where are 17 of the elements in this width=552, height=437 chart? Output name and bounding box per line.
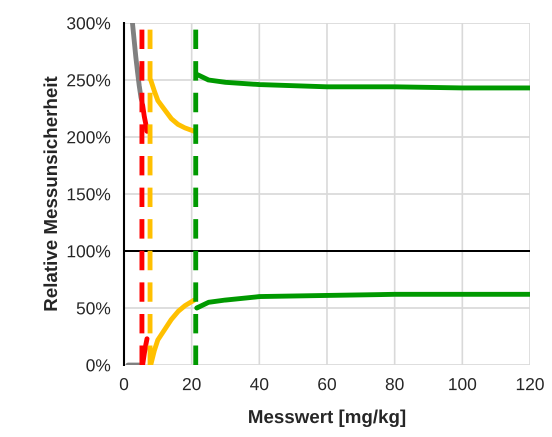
y-tick-label: 250% (67, 74, 110, 86)
y-tick-label: 100% (68, 245, 110, 258)
line-series (194, 292, 530, 310)
y-tick-label: 50% (76, 302, 110, 314)
y-tick-label: 0% (86, 359, 110, 372)
y-tick-label: 150% (68, 188, 110, 200)
y-axis-title: Relative Messunsicherheit (43, 76, 58, 310)
x-tick-label: 80 (386, 378, 404, 390)
x-tick-label: 40 (250, 378, 268, 390)
x-tick-label: 0 (120, 378, 128, 390)
x-tick-label: 20 (182, 378, 201, 390)
x-axis-title: Messwert [mg/kg] (249, 409, 406, 428)
x-tick-label: 120 (516, 378, 544, 390)
x-tick-label: 100 (449, 378, 476, 390)
x-tick-label: 60 (318, 378, 336, 390)
y-tick-label: 200% (67, 131, 110, 144)
y-tick-label: 300% (67, 17, 110, 30)
